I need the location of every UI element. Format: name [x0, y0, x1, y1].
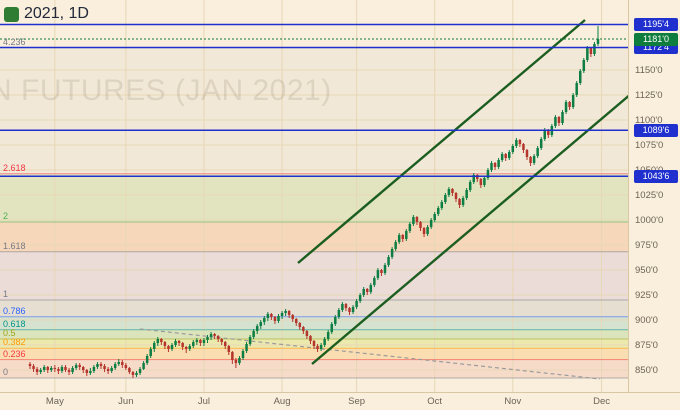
- time-axis[interactable]: May Jun Jul Aug Sep Oct Nov Dec: [0, 392, 680, 410]
- price-tick-label: 1125'0: [635, 90, 663, 101]
- fib-band: [0, 359, 628, 378]
- alert-lines: [0, 23, 628, 178]
- fib-label: 0.786: [3, 305, 26, 316]
- price-tick-label: 1000'0: [635, 215, 664, 226]
- candles: [28, 26, 600, 378]
- price-tick-label: 1075'0: [635, 140, 664, 151]
- fib-label: 2: [3, 211, 9, 221]
- fib-label: 0.618: [3, 318, 26, 329]
- time-axis-label: May: [45, 396, 64, 407]
- fib-label: 0.382: [3, 337, 26, 348]
- dashed-trendline: [139, 328, 601, 380]
- fib-band: [0, 348, 628, 360]
- fib-label: 0.5: [3, 328, 16, 338]
- gridlines: [0, 0, 628, 392]
- fib-band: [0, 173, 628, 222]
- fib-band: [0, 251, 628, 300]
- alert-price-badge: 1089'6: [634, 123, 678, 137]
- symbol-title[interactable]: 2021, 1D: [4, 5, 89, 23]
- fib-label: 0: [3, 367, 9, 377]
- price-axis[interactable]: 1150'01125'01100'01075'01050'01025'01000…: [628, 0, 680, 392]
- time-axis-label: Nov: [504, 396, 522, 407]
- time-axis-label: Aug: [273, 396, 291, 407]
- fib-bands: [0, 173, 628, 378]
- candlestick-chart[interactable]: [0, 0, 628, 392]
- price-tick-label: 1150'0: [635, 65, 663, 76]
- price-tick-label: 1025'0: [635, 190, 664, 201]
- fib-label: 1: [3, 289, 9, 299]
- fib-label: 4.236: [3, 36, 26, 47]
- fib-band: [0, 222, 628, 252]
- price-tick-label: 850'0: [635, 365, 658, 376]
- price-tick-label: 925'0: [635, 290, 658, 301]
- time-axis-label: Jun: [118, 396, 134, 407]
- fib-label: 0.236: [3, 348, 26, 359]
- channel-lower-line: [311, 94, 628, 365]
- price-tick-label: 1100'0: [635, 115, 663, 126]
- alert-price-badge: 1195'4: [634, 18, 678, 31]
- price-tick-label: 875'0: [635, 340, 658, 351]
- price-tick-label: 975'0: [635, 240, 658, 251]
- price-tick-label: 950'0: [635, 265, 658, 276]
- fib-band: [0, 300, 628, 317]
- time-axis-label: Oct: [427, 396, 443, 407]
- channel-upper-line: [297, 19, 586, 264]
- instrument-logo-icon: [4, 6, 19, 22]
- chart-plot-area[interactable]: N FUTURES (JAN 2021) 2021, 1D 4.236 2.618…: [0, 0, 628, 392]
- alert-price-badge: 1043'6: [634, 169, 678, 183]
- last-price-badge: 1181'0: [634, 32, 678, 46]
- fib-label: 1.618: [3, 240, 26, 251]
- watermark: N FUTURES (JAN 2021): [0, 74, 332, 107]
- time-axis-label: Sep: [348, 396, 366, 407]
- time-axis-label: Jul: [197, 396, 211, 407]
- fib-band: [0, 329, 628, 339]
- price-tick-label: 900'0: [635, 315, 658, 326]
- fib-label: 2.618: [3, 162, 26, 173]
- time-axis-label: Dec: [593, 396, 610, 407]
- symbol-title-label: 2021, 1D: [24, 5, 89, 22]
